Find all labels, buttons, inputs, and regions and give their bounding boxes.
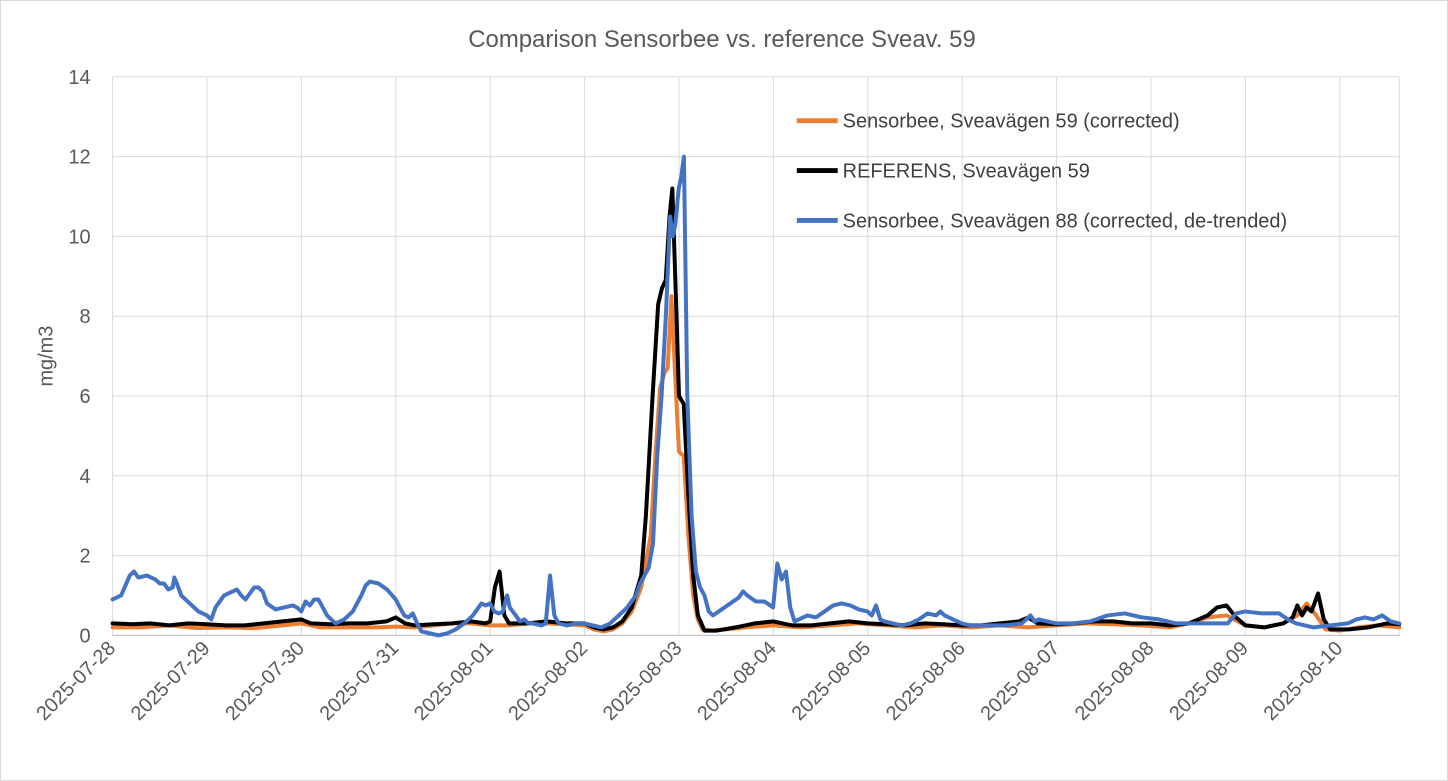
legend-label: Sensorbee, Sveavägen 59 (corrected) bbox=[843, 111, 1180, 133]
series-line-1 bbox=[110, 294, 1402, 634]
series-lines bbox=[110, 154, 1402, 638]
series-line-2 bbox=[110, 186, 1402, 633]
x-tick-label: 2025-07-30 bbox=[221, 637, 309, 725]
x-tick-label: 2025-08-10 bbox=[1260, 637, 1348, 725]
x-tick-label: 2025-07-28 bbox=[32, 637, 120, 725]
y-tick-label: 6 bbox=[80, 386, 91, 408]
y-axis-label: mg/m3 bbox=[36, 326, 58, 387]
y-tick-label: 2 bbox=[80, 546, 91, 568]
legend-label: Sensorbee, Sveavägen 88 (corrected, de-t… bbox=[843, 210, 1287, 232]
x-tick-label: 2025-08-01 bbox=[410, 637, 498, 725]
x-tick-label: 2025-08-09 bbox=[1165, 637, 1253, 725]
x-tick-label: 2025-07-29 bbox=[127, 637, 215, 725]
x-tick-label: 2025-08-07 bbox=[976, 637, 1064, 725]
x-axis-ticks: 2025-07-28 2025-07-29 2025-07-30 2025-07-31… bbox=[32, 637, 1347, 725]
x-tick-label: 2025-08-04 bbox=[693, 637, 781, 725]
chart-title: Comparison Sensorbee vs. reference Sveav… bbox=[468, 26, 975, 53]
x-tick-label: 2025-08-05 bbox=[788, 637, 876, 725]
y-tick-label: 0 bbox=[80, 625, 91, 647]
gridlines bbox=[112, 76, 1400, 636]
legend-label: REFERENS, Sveavägen 59 bbox=[843, 161, 1090, 183]
x-tick-label: 2025-08-03 bbox=[599, 637, 687, 725]
series-line-3 bbox=[110, 154, 1402, 638]
x-tick-label: 2025-08-06 bbox=[882, 637, 970, 725]
y-tick-label: 8 bbox=[80, 306, 91, 328]
x-tick-label: 2025-08-08 bbox=[1071, 637, 1159, 725]
y-tick-label: 10 bbox=[68, 226, 90, 248]
legend: Sensorbee, Sveavägen 59 (corrected) REFER… bbox=[796, 111, 1287, 232]
y-tick-label: 12 bbox=[68, 147, 90, 169]
x-tick-label: 2025-07-31 bbox=[316, 637, 404, 725]
x-tick-label: 2025-08-02 bbox=[504, 637, 592, 725]
y-axis-ticks: 0 2 4 6 8 10 12 14 bbox=[68, 67, 90, 648]
y-tick-label: 14 bbox=[68, 67, 90, 89]
y-tick-label: 4 bbox=[80, 466, 91, 488]
